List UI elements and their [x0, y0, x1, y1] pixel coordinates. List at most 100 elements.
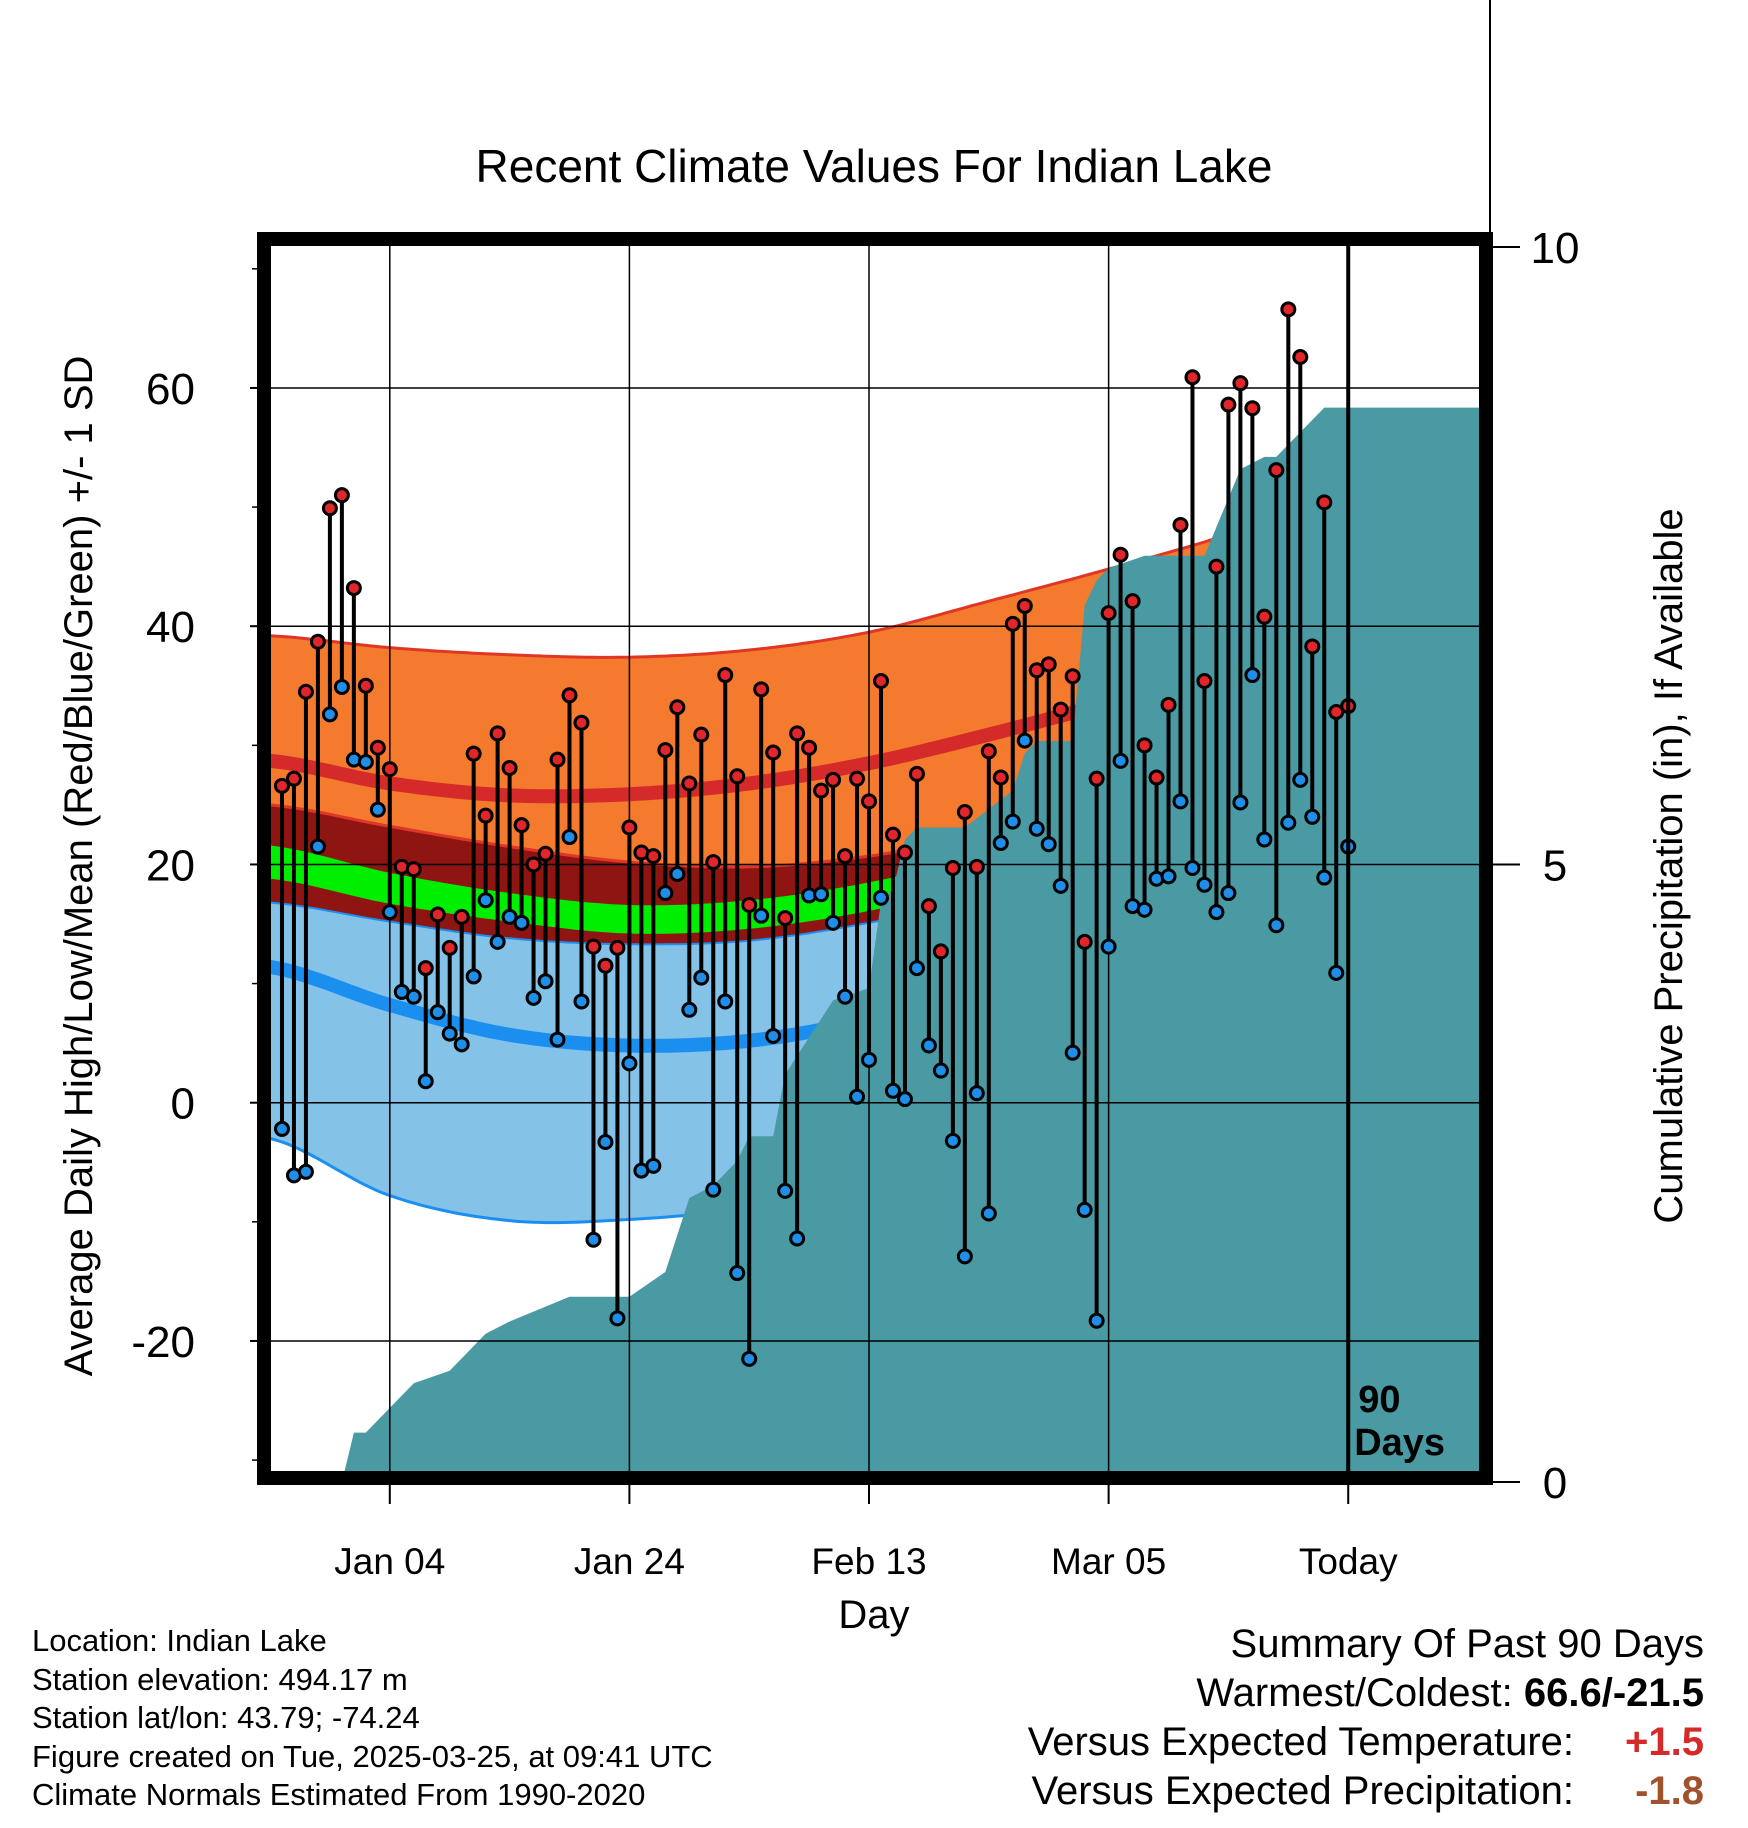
daily-low-point: [1268, 917, 1285, 934]
daily-high-point: [1256, 608, 1273, 625]
daily-low-point: [1196, 876, 1213, 893]
daily-high-point: [980, 743, 997, 760]
daily-low-point: [1304, 808, 1321, 825]
daily-high-point: [369, 739, 386, 756]
daily-high-point: [1088, 770, 1105, 787]
daily-low-point: [417, 1073, 434, 1090]
daily-low-point: [537, 973, 554, 990]
daily-high-point: [1220, 396, 1237, 413]
daily-low-point: [789, 1230, 806, 1247]
daily-low-point: [1052, 877, 1069, 894]
daily-high-point: [789, 725, 806, 742]
daily-low-point: [813, 886, 830, 903]
daily-low-point: [777, 1182, 794, 1199]
temperature-departure-value: +1.5: [1625, 1720, 1704, 1764]
daily-high-point: [465, 745, 482, 762]
daily-high-point: [609, 939, 626, 956]
daily-low-point: [465, 968, 482, 985]
summary-title: Summary Of Past 90 Days: [1230, 1622, 1704, 1666]
daily-low-point: [896, 1091, 913, 1108]
daily-high-point: [1112, 546, 1129, 563]
daily-high-point: [968, 858, 985, 875]
daily-high-point: [765, 744, 782, 761]
plot-frame: [257, 232, 1493, 1485]
daily-low-point: [1232, 794, 1249, 811]
daily-high-point: [1304, 638, 1321, 655]
daily-high-point: [801, 739, 818, 756]
daily-high-point: [513, 817, 530, 834]
daily-high-point: [405, 861, 422, 878]
daily-low-point: [585, 1231, 602, 1248]
daily-low-point: [908, 960, 925, 977]
summary-precipitation: Versus Expected Precipitation: -1.8: [1028, 1767, 1704, 1816]
daily-high-point: [429, 906, 446, 923]
y-tick-label: 40: [146, 603, 195, 652]
daily-high-point: [681, 775, 698, 792]
daily-low-point: [321, 706, 338, 723]
daily-low-point: [441, 1025, 458, 1042]
daily-high-point: [537, 845, 554, 862]
daily-high-point: [1136, 737, 1153, 754]
daily-high-point: [441, 939, 458, 956]
y-tick-label: 60: [146, 365, 195, 414]
station-location: Location: Indian Lake: [32, 1623, 327, 1658]
daily-low-point: [501, 908, 518, 925]
daily-high-point: [849, 770, 866, 787]
daily-high-point: [597, 957, 614, 974]
daily-low-point: [297, 1163, 314, 1180]
daily-high-point: [1040, 656, 1057, 673]
daily-low-point: [681, 1001, 698, 1018]
daily-high-point: [717, 667, 734, 684]
daily-low-point: [753, 907, 770, 924]
y-right-tick-label: 5: [1543, 842, 1567, 891]
daily-low-point: [333, 678, 350, 695]
y-tick-label: 20: [146, 841, 195, 890]
daily-high-point: [908, 765, 925, 782]
daily-low-point: [920, 1037, 937, 1054]
daily-low-point: [1028, 820, 1045, 837]
daily-high-point: [837, 848, 854, 865]
daily-high-point: [1184, 369, 1201, 386]
daily-low-point: [1172, 793, 1189, 810]
daily-low-point: [992, 835, 1009, 852]
daily-low-point: [453, 1036, 470, 1053]
daily-low-point: [369, 801, 386, 818]
x-tick-label: Mar 05: [1051, 1541, 1166, 1582]
y-axis-label: Average Daily High/Low/Mean (Red/Blue/Gr…: [57, 356, 101, 1377]
daily-low-point: [1184, 860, 1201, 877]
chart-title: Recent Climate Values For Indian Lake: [476, 140, 1273, 192]
daily-high-point: [1280, 301, 1297, 318]
daily-low-point: [837, 988, 854, 1005]
daily-low-point: [1328, 964, 1345, 981]
daily-low-point: [549, 1031, 566, 1048]
today-days-label: Days: [1354, 1422, 1445, 1464]
y-tick-label: -20: [131, 1318, 195, 1367]
daily-high-point: [585, 938, 602, 955]
daily-high-point: [1052, 701, 1069, 718]
daily-high-point: [1100, 605, 1117, 622]
daily-low-point: [944, 1132, 961, 1149]
daily-low-point: [273, 1120, 290, 1137]
daily-low-point: [525, 989, 542, 1006]
daily-high-point: [417, 960, 434, 977]
daily-high-point: [501, 759, 518, 776]
daily-high-point: [741, 896, 758, 913]
daily-high-point: [1316, 494, 1333, 511]
daily-low-point: [1256, 831, 1273, 848]
daily-low-point: [1064, 1044, 1081, 1061]
daily-low-point: [609, 1310, 626, 1327]
daily-low-point: [1280, 814, 1297, 831]
daily-low-point: [573, 993, 590, 1010]
daily-high-point: [872, 673, 889, 690]
daily-low-point: [956, 1248, 973, 1265]
daily-high-point: [861, 793, 878, 810]
daily-high-point: [825, 771, 842, 788]
daily-high-point: [693, 726, 710, 743]
daily-low-point: [849, 1088, 866, 1105]
daily-low-point: [1112, 752, 1129, 769]
daily-high-point: [1028, 662, 1045, 679]
daily-high-point: [573, 714, 590, 731]
daily-low-point: [405, 988, 422, 1005]
